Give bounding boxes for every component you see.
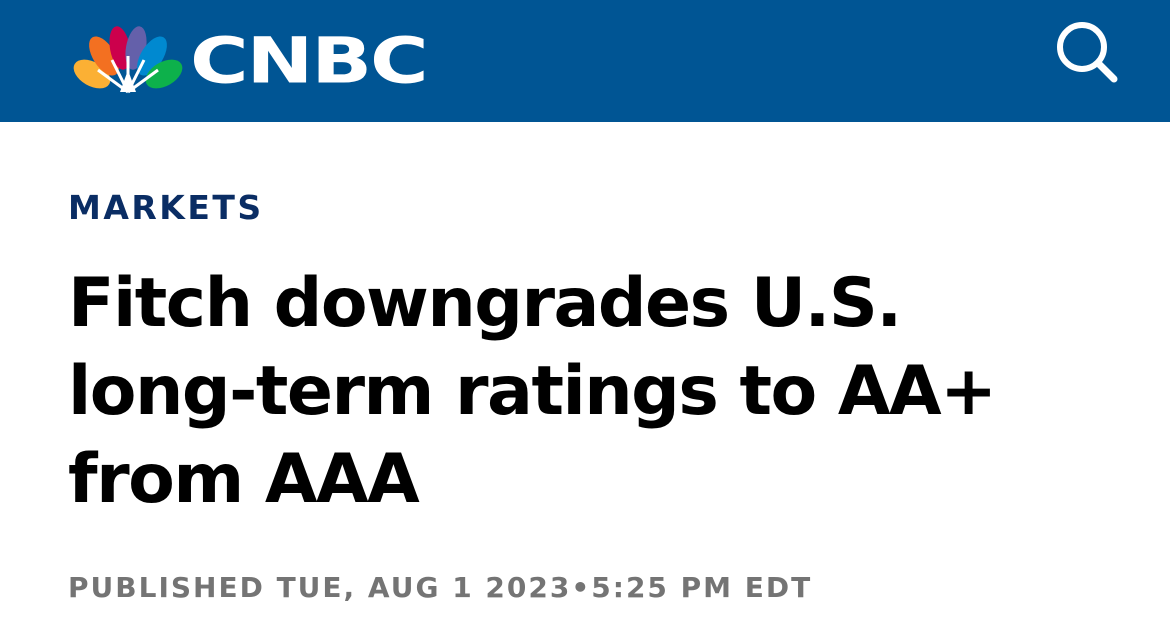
article-header: MARKETS Fitch downgrades U.S. long-term … [68, 186, 1128, 524]
headline: Fitch downgrades U.S. long-term ratings … [68, 264, 997, 519]
peacock-icon [73, 26, 183, 94]
site-header: CNBC [0, 0, 1170, 122]
timestamp-separator: • [571, 571, 592, 604]
published-timestamp: PUBLISHED TUE, AUG 1 2023•5:25 PM EDT [68, 568, 812, 608]
published-date: PUBLISHED TUE, AUG 1 2023 [68, 571, 572, 604]
search-icon[interactable] [1052, 18, 1122, 88]
section-link[interactable]: MARKETS [68, 188, 264, 227]
cnbc-logo[interactable]: CNBC [72, 26, 429, 96]
logo-wordmark: CNBC [190, 24, 429, 98]
published-time: 5:25 PM EDT [591, 571, 813, 604]
